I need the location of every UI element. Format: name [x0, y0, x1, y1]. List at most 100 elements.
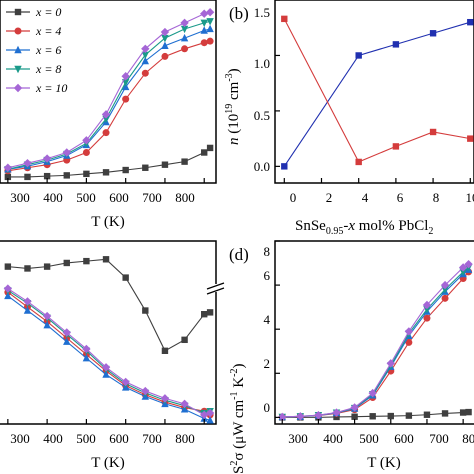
panel-c-series-0-line: [7, 258, 211, 352]
legend-entry: x = 8: [35, 62, 61, 76]
panel-c-series-4-point: [23, 297, 32, 306]
panel-c-xtick: 700: [142, 431, 162, 446]
panel-d-ytick: 2: [264, 356, 271, 371]
panel-c-series-0-point: [4, 263, 12, 270]
panel-a-series-0-point: [24, 173, 31, 181]
panel-c-series-0-point: [142, 307, 149, 314]
panel-d-series-1-point: [405, 338, 413, 346]
panel-d-series-0-point: [405, 412, 413, 419]
panel-b-series-1-point: [355, 158, 362, 166]
panel-d-axes: [274, 240, 474, 425]
panel-a-series-4-point: [200, 9, 209, 18]
panel-a-plot-area: [0, 0, 217, 184]
panel-b-ytick: 0.5: [254, 108, 270, 123]
panel-c-series-4-point: [121, 377, 130, 387]
panel-c-series-2-point: [4, 291, 12, 300]
panel-c-series-0-point: [102, 256, 110, 263]
panel-b-series-1-point: [392, 143, 400, 150]
panel-d-series-3-point: [441, 286, 449, 294]
panel-a-series-0-point: [142, 164, 149, 171]
legend-entry: x = 10: [35, 81, 67, 95]
panel-d-series-0-point: [351, 413, 358, 420]
panel-b-series-1-point: [467, 135, 474, 142]
panel-d-xtick: 300: [288, 431, 308, 446]
panel-d-series-0-point: [465, 408, 472, 416]
panel-b-series-1-line: [283, 18, 471, 163]
panel-b-series-0-point: [281, 163, 288, 170]
panel-a-series-1-point: [122, 95, 130, 103]
panel-c-series-0-point: [161, 347, 169, 354]
panel-c-series-0-point: [201, 311, 208, 318]
panel-a-xlabel: T (K): [91, 214, 124, 230]
panel-b-series-1-point: [429, 128, 437, 136]
panel-a-series-1-point: [206, 37, 214, 45]
panel-a-series-2-point: [200, 26, 208, 34]
panel-b-xtick: 2: [326, 190, 333, 205]
panel-d-series-2-line: [282, 269, 469, 418]
panel-c-series-4-point: [82, 344, 91, 354]
panel-d-ytick: 6: [264, 268, 271, 283]
panel-c-xtick: 400: [43, 431, 63, 446]
panel-a-legend: x = 0 x = 4 x = 6 x = 8 x = 10: [6, 5, 67, 95]
panel-d-ytick: 0: [264, 400, 271, 415]
legend-entry: x = 0: [35, 5, 61, 19]
panel-c-series-4-point: [160, 394, 170, 403]
panel-a-series-4-point: [82, 136, 91, 145]
panel-a-series-4-point: [160, 27, 170, 37]
panel-d-series-0-point: [459, 409, 467, 416]
panel-a-xtick: 700: [142, 190, 162, 205]
panel-c-axis-break: [206, 282, 225, 295]
legend-swatch-marker: [14, 8, 22, 16]
panel-a-series-2-line: [7, 28, 211, 170]
legend-swatch-marker: [13, 83, 23, 93]
panel-a-series-1-line: [7, 40, 211, 172]
panel-d-series-4-point: [458, 263, 468, 272]
panel-c-series-4-point: [101, 363, 111, 372]
panel-b: (b) 0.0 0.5 1.0 1.5 0 2 4 6 8 10 SnSe0.9…: [224, 0, 474, 237]
panel-a-series-4-point: [205, 8, 215, 17]
panel-a-series-2-point: [161, 41, 169, 49]
panel-c-series-2-point: [206, 416, 214, 424]
panel-a-series-2-point: [206, 24, 214, 33]
panel-b-series-0-point: [355, 52, 362, 59]
panel-c-series-2-point: [63, 337, 71, 345]
panel-c-series-4-point: [141, 386, 150, 396]
panel-a-series-0-point: [122, 166, 129, 174]
panel-a-xtick: 400: [43, 190, 63, 205]
panel-a-series-1-point: [82, 149, 90, 156]
panel-d-series-4-point: [440, 280, 450, 290]
panel-c-series-0-point: [43, 263, 51, 270]
panel-b-ytick: 1.5: [254, 5, 270, 20]
panel-d-series-0-point: [423, 411, 431, 418]
panel-b-xtick: 0: [290, 190, 297, 205]
panel-b-xlabel: SnSe0.95-x mol% PbCl2: [295, 218, 433, 237]
panel-d-ylabel: S2σ (μW cm-1 K-2): [229, 364, 247, 474]
panel-c-xtick: 500: [76, 431, 96, 446]
panel-d-series-4-point: [314, 410, 323, 420]
panel-d-series-1-point: [423, 314, 431, 322]
panel-b-series-0-point: [392, 41, 400, 48]
panel-a-series-3-point: [180, 25, 189, 34]
panel-c-axes: [0, 240, 217, 425]
panel-d-series-4-point: [422, 300, 432, 310]
panel-a-series-2-point: [141, 56, 150, 65]
panel-d-series-4-point: [386, 359, 395, 368]
panel-a-series-3-point: [161, 34, 169, 43]
panel-c-series-4-point: [62, 328, 71, 337]
panel-a-series-3-point: [206, 18, 214, 26]
panel-c-series-4-point: [180, 399, 189, 409]
panel-d-series-0-point: [387, 412, 394, 420]
panel-b-ylabel: n (1019 cm-3): [224, 68, 242, 145]
panel-a-series-0-point: [102, 169, 110, 176]
panel-c-xtick: 300: [10, 431, 30, 446]
panel-a-xtick: 500: [76, 190, 96, 205]
panel-a-series-4-point: [62, 148, 71, 157]
panel-c-series-2-point: [43, 320, 51, 329]
panel-c-series-2-point: [102, 370, 110, 378]
panel-c-series-4-point: [42, 311, 52, 321]
panel-a-series-0-point: [181, 158, 188, 165]
panel-b-label: (b): [229, 4, 249, 23]
panel-d-xlabel: T (K): [367, 455, 400, 471]
panel-d-xtick: 500: [359, 431, 379, 446]
panel-b-plot-area: [274, 0, 474, 184]
